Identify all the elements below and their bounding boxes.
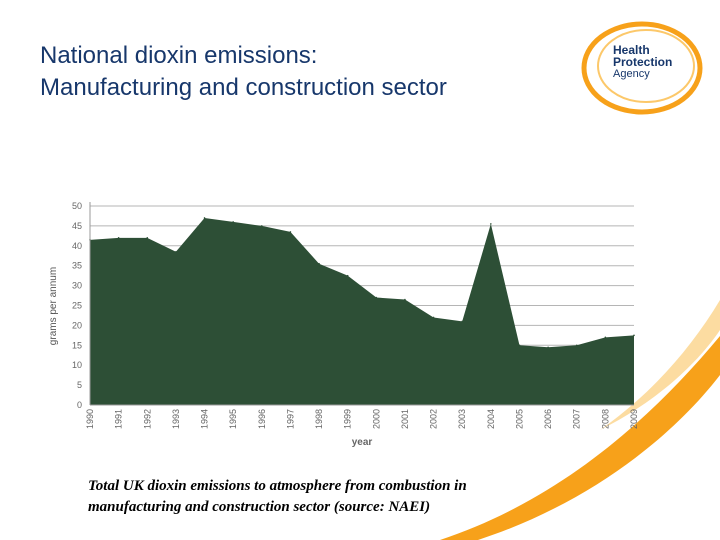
x-tick-label-2002: 2002 <box>429 409 439 429</box>
slide-title: National dioxin emissions: Manufacturing… <box>40 40 580 104</box>
data-point-1991 <box>117 237 120 239</box>
chart-area-layer <box>89 217 635 405</box>
x-tick-label-1994: 1994 <box>200 409 210 429</box>
data-point-1997 <box>289 231 292 233</box>
data-point-2003 <box>461 320 464 323</box>
data-point-1994 <box>203 217 206 219</box>
data-point-2002 <box>432 316 435 319</box>
y-tick-label-30: 30 <box>72 281 82 291</box>
y-tick-label-10: 10 <box>72 360 82 370</box>
y-tick-label-25: 25 <box>72 301 82 311</box>
y-tick-label-50: 50 <box>72 201 82 211</box>
data-point-2008 <box>604 336 607 339</box>
x-tick-label-1998: 1998 <box>314 409 324 429</box>
data-point-2000 <box>375 296 378 299</box>
x-tick-label-1993: 1993 <box>171 409 181 429</box>
y-tick-label-20: 20 <box>72 320 82 330</box>
x-tick-label-2009: 2009 <box>629 409 639 429</box>
data-point-1998 <box>318 262 320 265</box>
data-point-2001 <box>404 298 406 301</box>
y-tick-label-45: 45 <box>72 221 82 231</box>
data-point-2006 <box>547 346 549 349</box>
data-point-2009 <box>633 334 635 337</box>
x-tick-label-2001: 2001 <box>400 409 410 429</box>
x-tick-label-1995: 1995 <box>228 409 238 429</box>
chart-caption: Total UK dioxin emissions to atmosphere … <box>88 476 648 518</box>
agency-logo-text: Health Protection Agency <box>613 44 672 80</box>
data-point-1995 <box>232 221 234 223</box>
x-tick-label-1999: 1999 <box>343 409 353 429</box>
x-tick-label-2003: 2003 <box>457 409 467 429</box>
emissions-area <box>90 217 634 405</box>
logo-line-1: Health <box>613 43 650 57</box>
chart-axes: 0 5 10 15 20 25 30 35 40 45 50 1990 1991 1992 1993 1994… <box>72 201 639 429</box>
data-point-1993 <box>175 250 177 253</box>
x-tick-label-1991: 1991 <box>114 409 124 429</box>
y-tick-label-15: 15 <box>72 340 82 350</box>
data-point-1999 <box>346 274 349 277</box>
x-tick-label-2007: 2007 <box>572 409 582 429</box>
data-point-2005 <box>518 344 521 347</box>
x-tick-label-2004: 2004 <box>486 409 496 429</box>
x-tick-label-2006: 2006 <box>543 409 553 429</box>
data-point-1992 <box>146 237 149 239</box>
logo-line-2: Protection <box>613 55 673 69</box>
data-point-2007 <box>575 344 578 347</box>
caption-line-1: Total UK dioxin emissions to atmosphere … <box>88 478 467 494</box>
x-axis-label: year <box>352 437 373 448</box>
agency-logo-ring-icon <box>581 21 703 115</box>
x-tick-label-1992: 1992 <box>142 409 152 429</box>
data-point-2004 <box>490 223 492 225</box>
y-tick-label-0: 0 <box>77 400 82 410</box>
x-tick-label-1996: 1996 <box>257 409 267 429</box>
title-line-1: National dioxin emissions: <box>40 42 318 69</box>
y-axis-label: grams per annum <box>48 267 59 345</box>
x-tick-label-2005: 2005 <box>514 409 524 429</box>
dioxin-area-chart: 0 5 10 15 20 25 30 35 40 45 50 1990 1991 1992 1993 1994… <box>48 201 639 448</box>
x-tick-label-2000: 2000 <box>371 409 381 429</box>
x-tick-label-1997: 1997 <box>285 409 295 429</box>
y-tick-label-40: 40 <box>72 241 82 251</box>
caption-line-2: manufacturing and construction sector (s… <box>88 499 431 515</box>
data-point-1996 <box>260 225 263 227</box>
x-tick-label-1990: 1990 <box>85 409 95 429</box>
y-tick-label-5: 5 <box>77 380 82 390</box>
x-tick-label-2008: 2008 <box>600 409 610 429</box>
title-line-2: Manufacturing and construction sector <box>40 74 447 101</box>
y-tick-label-35: 35 <box>72 261 82 271</box>
logo-line-3: Agency <box>613 68 650 80</box>
